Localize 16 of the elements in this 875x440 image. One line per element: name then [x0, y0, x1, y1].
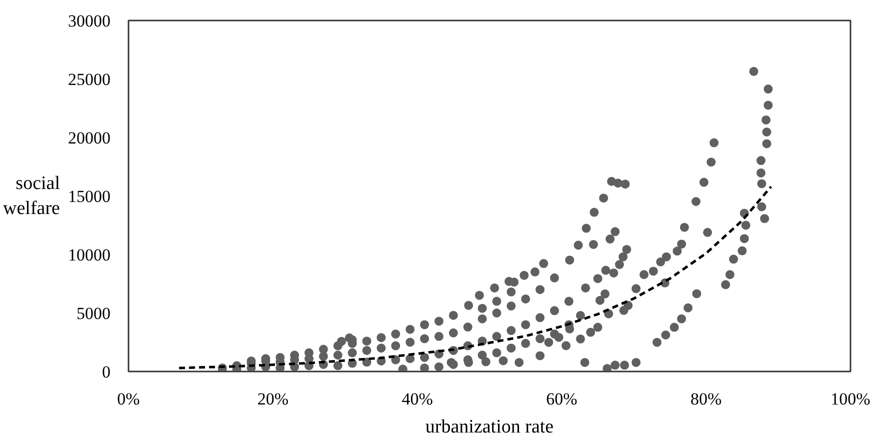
x-tick-label: 20% [257, 390, 288, 408]
y-tick-label: 0 [102, 362, 110, 382]
y-tick-label: 25000 [68, 70, 110, 89]
x-tick-label: 100% [830, 390, 870, 408]
y-axis-title: social welfare [3, 172, 60, 220]
y-tick-label: 15000 [68, 187, 110, 206]
y-tick-label: 10000 [68, 246, 110, 264]
x-tick-label: 40% [402, 390, 433, 408]
x-tick-label: 0% [117, 390, 140, 408]
y-tick-label: 5000 [76, 304, 110, 323]
y-tick-label: 20000 [68, 128, 110, 148]
x-tick-label: 80% [690, 390, 722, 408]
line-series [178, 185, 772, 370]
x-axis-title: urbanization rate [425, 416, 554, 438]
x-tick-label: 60% [546, 390, 578, 408]
y-tick-label: 30000 [68, 12, 110, 30]
